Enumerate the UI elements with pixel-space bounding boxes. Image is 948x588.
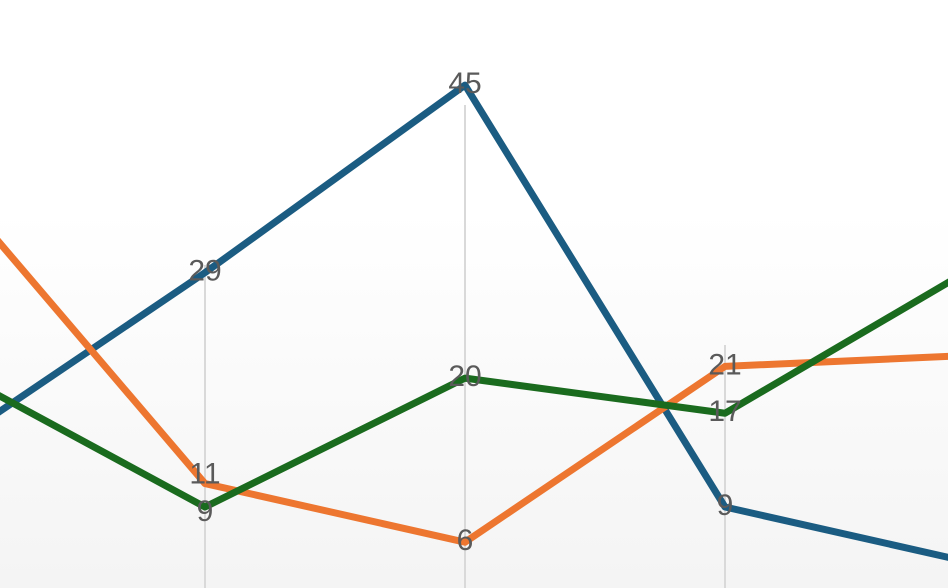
data-label-s1-p2: 6 (457, 524, 474, 557)
data-label-s1-p3: 21 (708, 348, 741, 381)
series-lines (0, 81, 948, 561)
data-label-s0-p2: 45 (448, 67, 481, 100)
data-label-s2-p2: 20 (448, 360, 481, 393)
data-label-s2-p1: 9 (197, 495, 214, 528)
gridlines (204, 105, 726, 588)
data-label-s0-p3: 9 (717, 489, 734, 522)
data-labels: 29 45 9 11 6 21 9 20 17 (188, 67, 741, 557)
series-line-0 (0, 81, 948, 561)
data-label-s2-p3: 17 (708, 395, 741, 428)
data-label-s0-p1: 29 (188, 255, 221, 288)
series-line-2 (0, 278, 948, 511)
data-label-s1-p1: 11 (189, 458, 220, 491)
